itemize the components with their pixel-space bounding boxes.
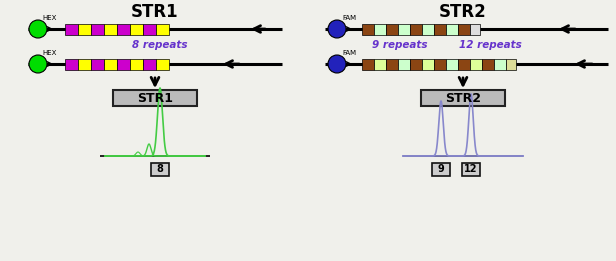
Text: FAM: FAM [342,15,356,21]
Bar [398,58,410,69]
Bar [362,58,374,69]
Bar [470,58,482,69]
Circle shape [29,55,47,73]
Bar [446,58,458,69]
Bar [398,23,410,34]
Bar [78,23,91,34]
Text: STR1: STR1 [137,92,173,104]
Bar [458,58,470,69]
Bar [65,23,78,34]
Circle shape [29,20,47,38]
Bar [432,163,450,176]
Bar [143,23,156,34]
Bar [462,163,480,176]
Bar [113,90,197,106]
Bar [458,23,470,34]
Text: STR2: STR2 [439,3,487,21]
Text: 9: 9 [437,164,444,175]
Bar [386,58,398,69]
Bar [422,23,434,34]
Bar [104,23,117,34]
Bar [410,23,422,34]
Text: 8: 8 [156,164,163,175]
Bar [151,163,169,176]
Bar [362,23,374,34]
Bar [91,23,104,34]
Circle shape [328,20,346,38]
Bar [434,58,446,69]
Bar [117,23,130,34]
Text: FAM: FAM [342,50,356,56]
Bar [410,58,422,69]
Bar [156,58,169,69]
Circle shape [328,55,346,73]
Text: 9 repeats: 9 repeats [372,40,428,50]
Bar [470,23,480,34]
Bar [434,23,446,34]
Bar [78,58,91,69]
Bar [91,58,104,69]
Text: HEX: HEX [43,15,57,21]
Bar [156,23,169,34]
Bar [386,23,398,34]
Text: 12: 12 [464,164,478,175]
Bar [374,58,386,69]
Bar [506,58,516,69]
Bar [130,23,143,34]
Bar [446,23,458,34]
Text: 12 repeats: 12 repeats [459,40,521,50]
Bar [374,23,386,34]
Bar [117,58,130,69]
Bar [104,58,117,69]
Bar [65,58,78,69]
Bar [421,90,505,106]
Bar [130,58,143,69]
Bar [143,58,156,69]
Bar [422,58,434,69]
Bar [494,58,506,69]
Text: STR1: STR1 [131,3,179,21]
Text: STR2: STR2 [445,92,481,104]
Text: HEX: HEX [43,50,57,56]
Text: 8 repeats: 8 repeats [132,40,188,50]
Bar [482,58,494,69]
